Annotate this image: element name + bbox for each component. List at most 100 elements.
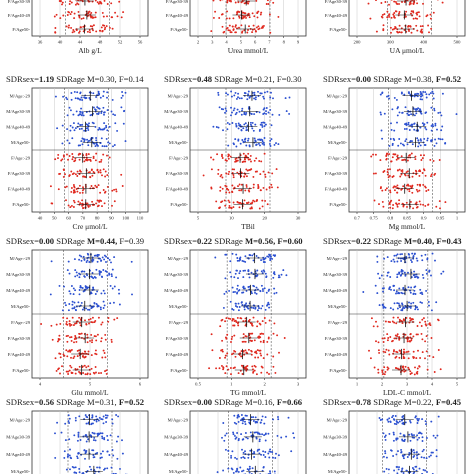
- data-point: [92, 122, 95, 125]
- data-point: [238, 97, 241, 100]
- data-point: [398, 287, 401, 290]
- data-point: [241, 304, 244, 306]
- data-point: [264, 175, 267, 178]
- data-point: [108, 26, 111, 29]
- data-point: [97, 2, 100, 5]
- data-point: [380, 15, 383, 18]
- data-point: [70, 356, 72, 359]
- tick-label: 5: [240, 40, 243, 45]
- data-point: [262, 454, 265, 456]
- data-point: [115, 190, 118, 193]
- data-point: [404, 365, 407, 368]
- data-point: [261, 205, 264, 208]
- data-point: [227, 317, 230, 320]
- data-point: [396, 155, 399, 158]
- data-point: [69, 206, 72, 209]
- data-point: [421, 31, 424, 33]
- data-point: [406, 170, 409, 173]
- header-part-3: M=0.30,: [87, 74, 117, 84]
- data-point: [218, 207, 221, 210]
- data-point: [70, 457, 73, 460]
- data-point: [130, 260, 133, 263]
- data-point: [404, 421, 407, 424]
- data-point: [92, 155, 95, 158]
- data-point: [69, 129, 72, 132]
- data-point: [268, 13, 271, 16]
- header-part-0: SDRsex=: [164, 236, 197, 246]
- data-point: [417, 11, 420, 14]
- data-point: [267, 111, 270, 114]
- data-point: [79, 152, 82, 155]
- data-point: [109, 434, 112, 437]
- data-point: [234, 350, 237, 353]
- data-point: [261, 140, 264, 143]
- data-point: [435, 205, 438, 208]
- data-point: [95, 152, 98, 155]
- data-point: [407, 366, 410, 369]
- data-point: [242, 456, 245, 459]
- data-point: [401, 253, 403, 256]
- data-point: [84, 450, 87, 453]
- data-point: [418, 417, 420, 420]
- data-point: [90, 11, 93, 14]
- data-point: [115, 276, 118, 279]
- data-point: [395, 438, 398, 441]
- data-point: [269, 108, 272, 111]
- header-part-2: SDRage: [371, 397, 404, 407]
- data-point: [242, 320, 245, 323]
- data-point: [79, 169, 81, 172]
- data-point: [259, 421, 262, 424]
- data-point: [78, 31, 80, 34]
- data-point: [101, 450, 104, 453]
- data-point: [240, 188, 243, 191]
- data-point: [406, 159, 409, 162]
- data-point: [264, 308, 267, 311]
- data-point: [83, 350, 86, 353]
- data-point: [83, 160, 86, 163]
- data-point: [70, 323, 73, 326]
- data-point: [232, 308, 235, 311]
- data-point: [400, 260, 403, 262]
- data-point: [228, 29, 231, 32]
- data-point: [258, 111, 261, 114]
- data-point: [424, 144, 427, 146]
- data-point: [96, 106, 99, 109]
- data-point: [242, 276, 245, 279]
- data-point: [391, 340, 393, 343]
- data-point: [421, 94, 424, 97]
- tick-label: 110: [137, 216, 144, 221]
- data-point: [269, 96, 272, 99]
- data-point: [234, 160, 237, 163]
- data-point: [78, 289, 81, 291]
- data-point: [400, 188, 403, 191]
- data-point: [429, 454, 432, 457]
- row-label: M/Age50-: [11, 140, 31, 145]
- data-point: [421, 440, 424, 442]
- data-point: [269, 257, 272, 260]
- data-point: [381, 373, 384, 376]
- data-point: [78, 173, 81, 176]
- data-point: [425, 93, 428, 96]
- data-point: [423, 154, 425, 157]
- data-point: [393, 260, 396, 263]
- data-point: [67, 370, 70, 373]
- tick-label: 9: [297, 40, 300, 45]
- data-point: [70, 190, 73, 193]
- data-point: [262, 290, 264, 292]
- data-point: [247, 29, 249, 31]
- data-point: [419, 183, 422, 186]
- data-point: [86, 333, 89, 336]
- data-point: [425, 190, 428, 192]
- data-point: [258, 335, 261, 338]
- data-point: [418, 142, 421, 145]
- data-point: [221, 200, 224, 203]
- data-point: [68, 3, 71, 5]
- data-point: [417, 107, 420, 110]
- data-point: [227, 155, 230, 158]
- tick-label: 400: [420, 40, 428, 45]
- data-point: [78, 276, 81, 279]
- data-point: [100, 292, 103, 295]
- data-point: [422, 2, 424, 5]
- data-point: [106, 109, 109, 112]
- data-point: [81, 137, 84, 140]
